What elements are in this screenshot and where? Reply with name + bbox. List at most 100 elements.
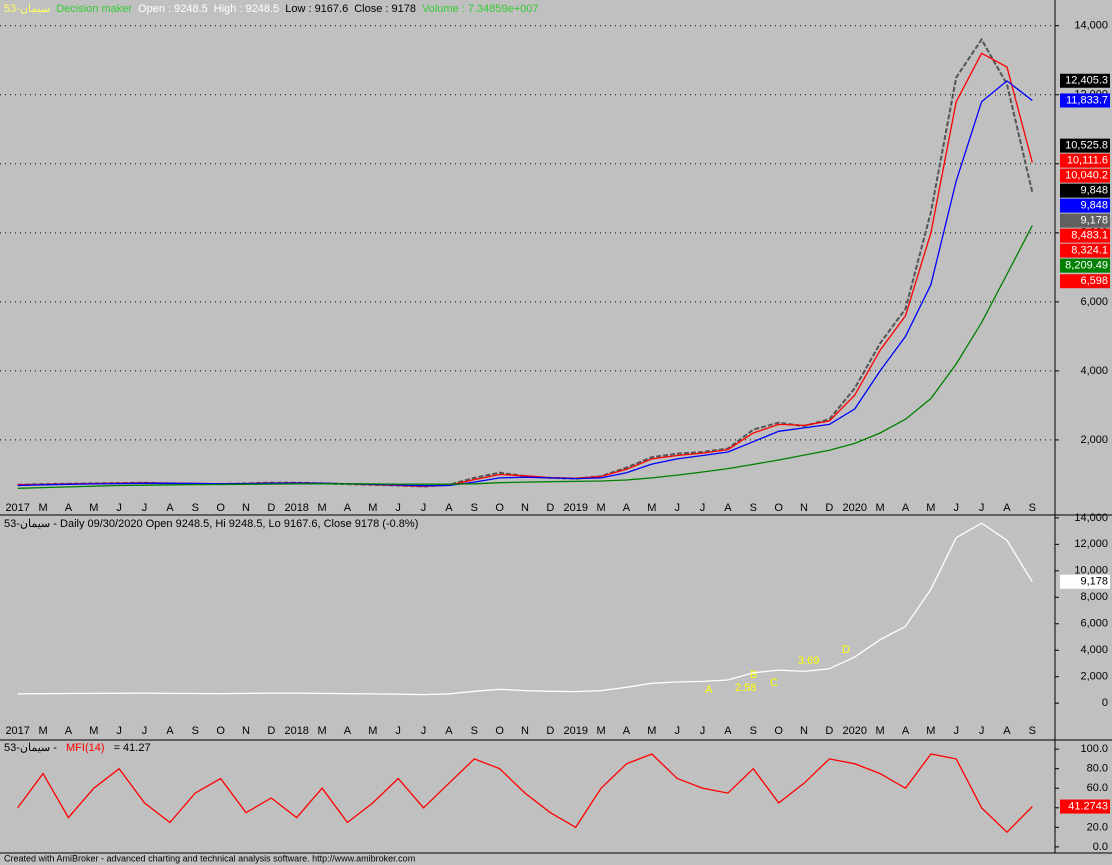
x-tick-label: S [1029, 725, 1036, 737]
x-tick-label: O [774, 502, 783, 514]
x-tick-label: D [546, 725, 554, 737]
price-label: 9,848 [1080, 200, 1108, 212]
y-tick-label: 0 [1102, 697, 1108, 709]
header-part: Volume : 7.34859e+007 [422, 3, 539, 15]
x-tick-label: A [65, 502, 73, 514]
pane-header: 53-سیمان - MFI(14) = 41.27 [4, 742, 151, 754]
y-tick-label: 0.0 [1093, 841, 1108, 853]
x-tick-label: N [800, 502, 808, 514]
x-tick-label: 2019 [563, 725, 587, 737]
x-tick-label: J [979, 725, 985, 737]
x-tick-label: M [89, 725, 98, 737]
y-tick-label: 6,000 [1080, 296, 1108, 308]
x-tick-label: A [1003, 725, 1011, 737]
price-label-box [1060, 138, 1110, 153]
y-tick-label: 60.0 [1087, 782, 1108, 794]
x-tick-label: M [38, 502, 47, 514]
footer: Created with AmiBroker - advanced charti… [4, 853, 415, 863]
y-tick-label: 2,000 [1080, 434, 1108, 446]
price-label: 9,178 [1080, 215, 1108, 227]
y-tick-label: 6,000 [1080, 618, 1108, 630]
x-tick-label: 2017 [5, 725, 29, 737]
x-tick-label: N [242, 725, 250, 737]
series-line [17, 80, 1033, 487]
y-tick-label: 100.0 [1080, 743, 1108, 755]
y-tick-label: 10,000 [1074, 565, 1108, 577]
x-tick-label: 2019 [563, 502, 587, 514]
annotation: C [770, 677, 778, 689]
header-part: Low : 9167.6 [285, 3, 348, 15]
price-label: 11,833.7 [1066, 94, 1108, 106]
annotation: 2.58 [735, 682, 756, 694]
x-tick-label: D [267, 502, 275, 514]
x-tick-label: D [825, 725, 833, 737]
x-tick-label: O [495, 502, 504, 514]
x-tick-label: S [471, 725, 478, 737]
price-label: 10,111.6 [1067, 155, 1108, 167]
header-part: High : 9248.5 [214, 3, 279, 15]
header-part: 53-سیمان [4, 3, 50, 15]
x-tick-label: A [724, 502, 732, 514]
y-tick-label: 4,000 [1080, 644, 1108, 656]
annotation: A [705, 684, 713, 696]
price-label: 10,040.2 [1065, 170, 1108, 182]
header-part: 53-سیمان - [4, 742, 60, 754]
x-tick-label: D [546, 502, 554, 514]
x-tick-label: M [647, 725, 656, 737]
x-tick-label: 2020 [843, 502, 867, 514]
x-tick-label: M [89, 502, 98, 514]
x-tick-label: J [142, 725, 148, 737]
series-line [17, 753, 1033, 834]
price-label-box [1060, 574, 1110, 589]
x-tick-label: O [216, 502, 225, 514]
x-tick-label: S [1029, 502, 1036, 514]
x-tick-label: J [979, 502, 985, 514]
x-tick-label: S [471, 502, 478, 514]
x-tick-label: M [876, 725, 885, 737]
header-part: 53-سیمان - Daily 09/30/2020 Open 9248.5,… [4, 518, 418, 530]
x-tick-label: N [242, 502, 250, 514]
y-tick-label: 80.0 [1087, 763, 1108, 775]
x-tick-label: M [926, 502, 935, 514]
price-label: 10,525.8 [1065, 140, 1108, 152]
price-label-box [1060, 73, 1110, 88]
annotation: D [842, 644, 850, 656]
x-tick-label: J [953, 725, 959, 737]
x-tick-label: J [116, 502, 122, 514]
pane-header: 53-سیمان Decision maker Open : 9248.5 High … [4, 3, 539, 15]
x-tick-label: S [192, 502, 199, 514]
x-tick-label: A [344, 502, 352, 514]
y-tick-label: 14,000 [1074, 20, 1108, 32]
annotation: B [750, 669, 757, 681]
x-tick-label: N [800, 725, 808, 737]
x-tick-label: M [368, 725, 377, 737]
price-label: 12,405.3 [1065, 75, 1108, 87]
pane-header: 53-سیمان - Daily 09/30/2020 Open 9248.5,… [4, 518, 418, 530]
x-tick-label: A [902, 725, 910, 737]
x-tick-label: S [750, 725, 757, 737]
x-tick-label: 2018 [284, 502, 308, 514]
x-tick-label: N [521, 725, 529, 737]
x-tick-label: 2017 [5, 502, 29, 514]
price-label: 8,209.49 [1065, 260, 1108, 272]
header-part: Decision maker [56, 3, 132, 15]
price-label: 9,178 [1080, 576, 1108, 588]
header-part: MFI(14) [66, 742, 105, 754]
x-tick-label: M [368, 502, 377, 514]
price-label-box [1060, 183, 1110, 198]
y-tick-label: 20.0 [1087, 821, 1108, 833]
x-tick-label: 2020 [843, 725, 867, 737]
x-tick-label: M [597, 725, 606, 737]
y-tick-label: 12,000 [1074, 538, 1108, 550]
x-tick-label: M [876, 502, 885, 514]
x-tick-label: N [521, 502, 529, 514]
x-tick-label: O [495, 725, 504, 737]
series-line [17, 522, 1033, 696]
x-tick-label: M [317, 502, 326, 514]
y-tick-label: 14,000 [1074, 512, 1108, 524]
x-tick-label: O [216, 725, 225, 737]
x-tick-label: J [142, 502, 148, 514]
x-tick-label: A [445, 502, 453, 514]
